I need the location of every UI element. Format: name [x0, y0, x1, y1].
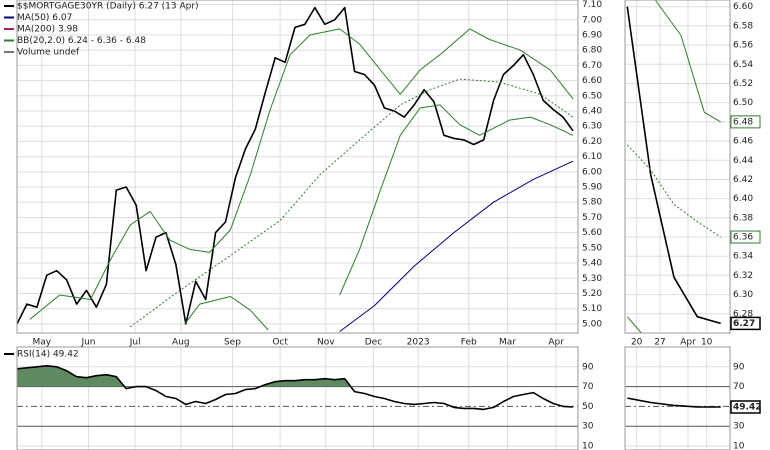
y-tick-label: 30 — [733, 422, 745, 432]
y-tick-label: 6.46 — [733, 137, 753, 147]
y-tick-label: 5.70 — [582, 213, 602, 223]
y-tick-label: 10 — [582, 442, 594, 450]
x-tick-label: Jun — [80, 338, 95, 348]
y-tick-label: 6.54 — [733, 60, 753, 70]
y-tick-label: 30 — [582, 422, 594, 432]
y-tick-label: 5.20 — [582, 289, 602, 299]
x-tick-label: Jul — [129, 338, 141, 348]
line — [17, 365, 574, 411]
y-tick-label: 90 — [733, 362, 745, 372]
y-tick-label: 5.90 — [582, 183, 602, 193]
y-tick-label: 6.32 — [733, 271, 753, 281]
line — [339, 160, 574, 332]
y-tick-label: 6.30 — [582, 122, 602, 132]
legend-label: MA(50) 6.07 — [17, 13, 72, 23]
x-tick-label: Apr — [680, 338, 696, 348]
x-tick-label: 27 — [654, 338, 665, 348]
y-tick-label: 6.90 — [582, 30, 602, 40]
panel-title: RSI(14) 49.42 — [17, 350, 79, 360]
plot-area — [625, 347, 730, 450]
y-tick-label: 6.34 — [733, 252, 753, 262]
frame — [624, 0, 731, 334]
y-tick-label: 5.00 — [582, 319, 602, 329]
y-tick-label: 6.60 — [582, 76, 602, 86]
y-tick-label: 5.50 — [582, 243, 602, 253]
y-tick-label: 6.00 — [582, 167, 602, 177]
line — [627, 397, 721, 408]
value-tag — [730, 230, 761, 244]
y-tick-label: 6.52 — [733, 79, 753, 89]
legend-label: BB(20,2.0) 6.24 - 6.36 - 6.48 — [17, 36, 146, 46]
rsi-fill — [17, 365, 574, 387]
x-tick-label: Nov — [317, 338, 335, 348]
x-tick-label: Feb — [461, 338, 477, 348]
value-tag-label: 6.36 — [733, 233, 753, 243]
bollinger-upper — [654, 0, 721, 123]
y-tick-label: 10 — [733, 442, 745, 450]
y-tick-label: 6.44 — [733, 156, 753, 166]
y-tick-label: 5.40 — [582, 259, 602, 269]
x-tick-label: 20 — [631, 338, 643, 348]
y-tick-label: 5.10 — [582, 304, 602, 314]
value-tag-label: 49.42 — [733, 402, 761, 412]
frame — [16, 346, 579, 450]
x-tick-label: Apr — [548, 338, 564, 348]
y-tick-label: 6.50 — [733, 98, 753, 108]
plot-area — [625, 0, 730, 333]
y-tick-label: 5.30 — [582, 274, 602, 284]
y-tick-label: 5.80 — [582, 198, 602, 208]
value-tag-label: 6.48 — [733, 117, 753, 127]
plot-area — [17, 347, 578, 450]
bollinger-lower — [184, 104, 574, 331]
value-tag-label: 6.27 — [733, 319, 755, 329]
bollinger-lower — [626, 316, 642, 333]
y-tick-label: 6.42 — [733, 175, 753, 185]
x-tick-label: Mar — [499, 338, 516, 348]
x-tick-label: Oct — [272, 338, 288, 348]
line — [626, 6, 721, 325]
y-tick-label: 6.50 — [582, 91, 602, 101]
y-tick-label: 50 — [582, 402, 594, 412]
y-tick-label: 70 — [582, 382, 594, 392]
y-tick-label: 6.40 — [733, 194, 753, 204]
frame — [16, 0, 579, 334]
legend-label: $$MORTGAGE30YR (Daily) 6.27 (13 Apr) — [17, 2, 199, 12]
y-tick-label: 6.40 — [582, 107, 602, 117]
x-tick-label: May — [33, 338, 52, 348]
y-tick-label: 7.10 — [582, 0, 602, 10]
value-tag — [730, 316, 761, 331]
y-tick-label: 6.60 — [733, 2, 753, 12]
bollinger-middle — [129, 78, 574, 328]
legend-label: Volume undef — [17, 48, 80, 58]
x-tick-label: Dec — [365, 338, 382, 348]
y-tick-label: 6.38 — [733, 213, 753, 223]
y-tick-label: 7.00 — [582, 15, 602, 25]
plot-area — [17, 0, 578, 333]
legend-label: MA(200) 3.98 — [17, 25, 78, 35]
bollinger-upper — [29, 28, 574, 320]
y-tick-label: 6.56 — [733, 41, 753, 51]
y-tick-label: 6.70 — [582, 61, 602, 71]
x-tick-label: Sep — [224, 338, 241, 348]
value-tag — [730, 115, 761, 129]
value-tag — [730, 400, 761, 414]
y-tick-label: 6.58 — [733, 21, 753, 31]
y-tick-label: 90 — [582, 362, 594, 372]
y-tick-label: 6.80 — [582, 46, 602, 56]
x-tick-label: 10 — [701, 338, 713, 348]
y-tick-label: 6.10 — [582, 152, 602, 162]
x-tick-label: Aug — [172, 338, 190, 348]
frame — [624, 346, 731, 450]
y-tick-label: 6.30 — [733, 290, 753, 300]
y-tick-label: 70 — [733, 382, 745, 392]
line — [17, 6, 574, 325]
y-tick-label: 6.28 — [733, 309, 753, 319]
y-tick-label: 6.20 — [582, 137, 602, 147]
y-tick-label: 5.60 — [582, 228, 602, 238]
x-tick-label: 2023 — [407, 338, 430, 348]
